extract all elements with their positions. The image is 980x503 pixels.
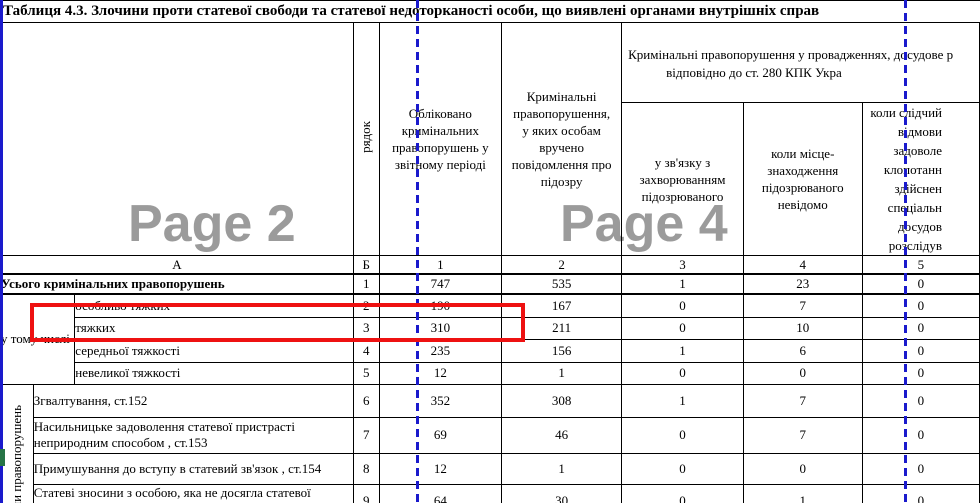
cell-value[interactable]: 535 xyxy=(501,273,623,295)
cell-value[interactable]: 7 xyxy=(742,416,863,454)
cell-value[interactable]: 0 xyxy=(861,273,980,295)
span-header-line2: відповідно до ст. 280 КПК Укра xyxy=(666,64,842,80)
cell-value[interactable]: 1 xyxy=(742,483,863,503)
cell-value[interactable]: 1 xyxy=(501,452,623,485)
cell-value[interactable]: 0 xyxy=(861,316,980,340)
header-row-top: рядок Обліковано кримінальних правопоруш… xyxy=(0,22,980,256)
green-edge-marker xyxy=(0,449,5,466)
row-number-header-label: рядок xyxy=(358,121,374,153)
cell-value[interactable]: 0 xyxy=(621,416,744,454)
col5-header-cell[interactable]: коли слідчий відмови задоволе клопотанн … xyxy=(861,102,980,256)
page-break-line-right[interactable] xyxy=(904,0,907,503)
table-row-highlighted: за видами правопорушень Згвалтування, ст… xyxy=(0,383,980,503)
col1-header-cell[interactable]: Обліковано кримінальних правопорушень у … xyxy=(378,22,503,256)
cell-value[interactable]: 7 xyxy=(742,383,863,418)
table-row: Усього кримінальних правопорушень 1 747 … xyxy=(0,273,980,295)
cell-value[interactable]: 0 xyxy=(621,316,744,340)
cell-value[interactable]: 1 xyxy=(621,383,744,418)
col4-header-cell[interactable]: коли місце-знаходження підозрюваного нев… xyxy=(742,102,863,256)
cell-value[interactable]: 23 xyxy=(742,273,863,295)
cell-value[interactable]: 0 xyxy=(621,452,744,485)
cell-value[interactable]: 7 xyxy=(742,293,863,318)
cell-value[interactable]: 0 xyxy=(861,416,980,454)
cell-label[interactable]: середньої тяжкості xyxy=(74,338,354,363)
cell-value[interactable]: 30 xyxy=(501,483,623,503)
table-row: Насильницьке задоволення статевої пристр… xyxy=(1,416,980,454)
cell-label[interactable]: Насильницьке задоволення статевої пристр… xyxy=(32,416,354,454)
cell-value[interactable]: 10 xyxy=(742,316,863,340)
cell-value[interactable]: 0 xyxy=(621,293,744,318)
index-cell-3[interactable]: 3 xyxy=(621,255,744,275)
cell-value[interactable]: 308 xyxy=(501,383,623,418)
table-row: Статеві зносини з особою, яка не досягла… xyxy=(1,483,980,503)
col3-header-cell[interactable]: у зв'язку з захворюванням підозрюваного xyxy=(621,102,744,256)
cell-value[interactable]: 0 xyxy=(621,361,744,385)
cell-value[interactable]: 6 xyxy=(742,338,863,363)
cell-value[interactable]: 64 xyxy=(378,483,503,503)
cell-label[interactable]: Згвалтування, ст.152 xyxy=(32,383,354,418)
row-number-header-cell[interactable]: рядок xyxy=(352,22,380,256)
group-label-cell[interactable]: за видами правопорушень xyxy=(0,383,34,503)
span-header-line1: Кримінальні правопорушення у провадження… xyxy=(628,46,954,62)
table-title: Таблиця 4.3. Злочини проти статевої своб… xyxy=(0,0,980,22)
cell-value[interactable]: 0 xyxy=(742,361,863,385)
cell-label[interactable]: невеликої тяжкості xyxy=(74,361,354,385)
span-header-cell[interactable]: Кримінальні правопорушення у провадження… xyxy=(621,22,980,103)
cell-label[interactable]: Усього кримінальних правопорушень xyxy=(0,273,354,295)
table-row: Примушування до вступу в статевий зв'язо… xyxy=(1,452,980,485)
cell-value[interactable]: 1 xyxy=(621,338,744,363)
cell-value[interactable]: 0 xyxy=(742,452,863,485)
cell-value[interactable]: 352 xyxy=(378,383,503,418)
cell-label[interactable]: Примушування до вступу в статевий зв'язо… xyxy=(32,452,354,485)
cell-value[interactable]: 46 xyxy=(501,416,623,454)
index-cell-1[interactable]: 1 xyxy=(378,255,503,275)
cell-row-num[interactable]: 7 xyxy=(352,416,380,454)
cell-value[interactable]: 747 xyxy=(378,273,503,295)
header-row-sub: у зв'язку з захворюванням підозрюваного … xyxy=(1,102,980,256)
cell-label[interactable]: Статеві зносини з особою, яка не досягла… xyxy=(32,483,354,503)
cell-value[interactable]: 0 xyxy=(621,483,744,503)
cell-value[interactable]: 0 xyxy=(861,383,980,418)
cell-value[interactable]: 310 xyxy=(378,316,503,340)
cell-value[interactable]: 0 xyxy=(861,483,980,503)
index-cell-4[interactable]: 4 xyxy=(742,255,863,275)
cell-value[interactable]: 0 xyxy=(861,452,980,485)
cell-row-num[interactable]: 9 xyxy=(352,483,380,503)
cell-row-num[interactable]: 1 xyxy=(352,273,380,295)
cell-value[interactable]: 0 xyxy=(861,338,980,363)
cell-row-num[interactable]: 6 xyxy=(352,383,380,418)
table-row: середньої тяжкості 4 235 156 1 6 0 xyxy=(1,338,980,363)
index-row: А Б 1 2 3 4 5 xyxy=(0,255,980,275)
corner-empty-cell[interactable] xyxy=(0,22,354,256)
cell-row-num[interactable]: 8 xyxy=(352,452,380,485)
print-area-left-border[interactable] xyxy=(0,0,3,503)
cell-value[interactable]: 0 xyxy=(861,361,980,385)
cell-value[interactable]: 235 xyxy=(378,338,503,363)
cell-value[interactable]: 1 xyxy=(501,361,623,385)
index-cell-2[interactable]: 2 xyxy=(501,255,623,275)
cell-value[interactable]: 156 xyxy=(501,338,623,363)
index-cell-a[interactable]: А xyxy=(0,255,354,275)
group-label-vertical: за видами правопорушень xyxy=(8,405,24,503)
page-break-line-left[interactable] xyxy=(416,0,419,503)
index-cell-5[interactable]: 5 xyxy=(861,255,980,275)
cell-row-num[interactable]: 5 xyxy=(352,361,380,385)
cell-value[interactable]: 12 xyxy=(378,452,503,485)
table-row: тяжких 3 310 211 0 10 0 xyxy=(1,316,980,340)
cell-value[interactable]: 1 xyxy=(621,273,744,295)
highlight-box-row6 xyxy=(30,303,525,342)
col2-header-cell[interactable]: Кримінальні правопорушення, у яких особа… xyxy=(501,22,623,256)
cell-row-num[interactable]: 4 xyxy=(352,338,380,363)
crime-statistics-table: рядок Обліковано кримінальних правопоруш… xyxy=(0,22,980,503)
cell-value[interactable]: 12 xyxy=(378,361,503,385)
col5-header-text: коли слідчий відмови задоволе клопотанн … xyxy=(870,105,942,253)
cell-value[interactable]: 69 xyxy=(378,416,503,454)
table-row: невеликої тяжкості 5 12 1 0 0 0 xyxy=(1,361,980,385)
index-cell-b[interactable]: Б xyxy=(352,255,380,275)
cell-value[interactable]: 0 xyxy=(861,293,980,318)
